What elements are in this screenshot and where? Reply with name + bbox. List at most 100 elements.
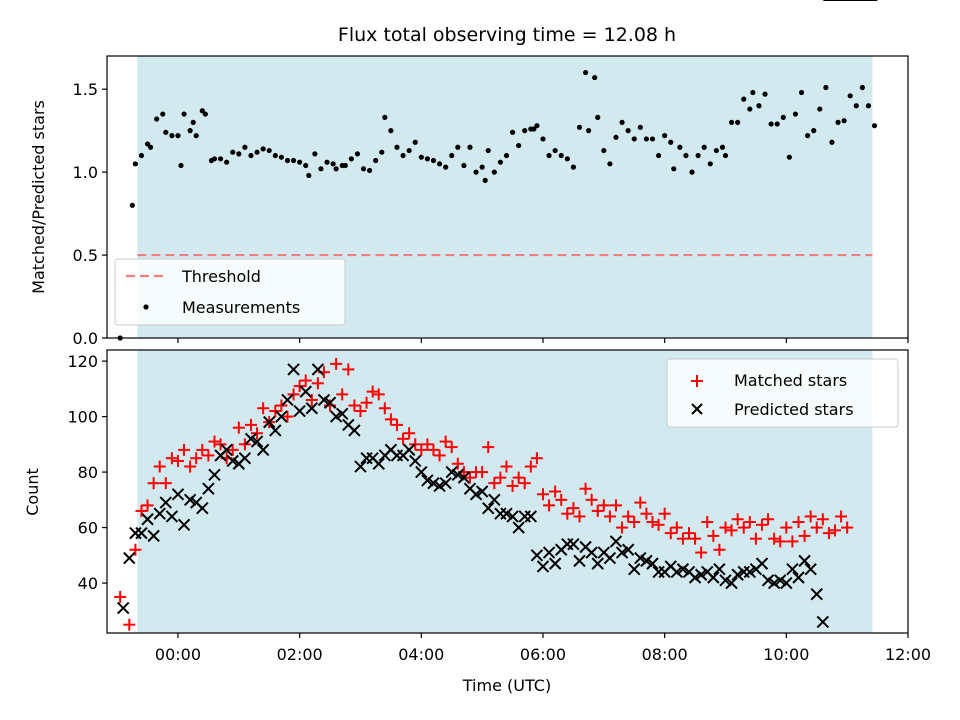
measurement-point [741,96,747,102]
matched-star-point [749,532,762,545]
measurement-point [811,128,817,134]
predicted-star-point [530,549,544,562]
measurement-point [278,154,284,160]
y-tick-label: 40 [78,574,98,593]
measurement-point [324,159,330,165]
matched-star-point [828,524,841,537]
measurement-point [558,152,564,159]
predicted-star-point [725,576,738,590]
predicted-star-point [634,551,647,565]
measurement-point [236,151,242,157]
matched-star-point [561,507,574,520]
matched-star-point [135,504,148,517]
matched-star-point [500,460,513,473]
matched-star-point [403,427,416,440]
predicted-star-point [694,568,708,581]
matched-star-point [384,413,397,426]
measurement-point [254,149,260,155]
matched-star-point [518,477,531,490]
x-tick-label: 10:00 [763,645,809,664]
matched-star-point [762,513,775,526]
predicted-star-point [621,543,635,556]
predicted-star-point [141,513,154,526]
predicted-star-point [372,457,385,470]
matched-star-point [512,471,525,484]
predicted-star-point [244,432,258,445]
predicted-star-point [123,551,136,565]
measurement-point [780,114,786,120]
matched-star-point [269,405,282,418]
predicted-star-point [409,454,422,468]
predicted-star-point [433,479,446,493]
bottom-y-ticks: 40 60 80 100 120 [67,352,107,593]
measurement-point [509,129,516,135]
measurement-point [735,119,741,125]
matched-star-point [524,460,537,473]
matched-star-point [305,393,318,406]
matched-legend-marker [691,375,703,387]
predicted-star-point [457,471,471,484]
matched-star-point [835,510,848,523]
measurement-point [637,124,643,130]
matched-star-point [676,532,689,545]
measurement-point [211,156,218,162]
measurement-point [394,144,400,150]
measurement-point [160,111,166,117]
measurement-point [683,152,689,159]
y-tick-label: 60 [78,519,98,538]
matched-star-point [366,385,379,398]
predicted-star-point [707,571,720,584]
measurement-point [756,103,762,109]
predicted-star-point [512,521,525,534]
matched-star-point [616,521,629,534]
x-tick-label: 02:00 [277,645,323,664]
predicted-star-point [451,468,465,482]
measurement-point [169,133,175,139]
predicted-star-point [609,535,623,548]
top-x-ticks [177,338,909,343]
measurement-point [722,152,729,159]
matched-star-point [184,460,197,473]
matched-star-point [287,388,300,401]
matched-legend-label: Matched stars [734,371,847,390]
measurement-point [260,146,266,152]
threshold-legend-label: Threshold [181,267,261,286]
predicted-star-point [299,385,312,398]
predicted-star-point [250,435,264,448]
predicted-star-point [670,565,684,579]
matched-star-point [208,435,221,448]
measurement-point [449,152,455,159]
matched-star-point [768,532,781,545]
predicted-star-point [780,576,793,590]
predicted-star-point [153,507,166,520]
predicted-star-point [500,507,513,520]
matched-star-point [573,510,586,523]
predicted-star-point [226,454,239,468]
measurement-point [522,128,528,134]
measurement-point [762,91,768,97]
measurement-point [388,128,394,134]
measurement-point [360,166,367,172]
matched-star-point [640,507,653,520]
matched-star-point [153,460,166,473]
measurement-point [467,144,473,150]
measurement-point [707,161,713,167]
y-tick-label: 0.0 [73,329,98,348]
predicted-star-point [336,407,349,421]
measurement-point [865,103,872,109]
measurement-point [531,126,537,132]
matched-star-point [196,443,209,456]
measurement-point [333,166,339,172]
measurements-legend-marker [143,304,149,310]
measurement-point [479,164,485,170]
matched-star-point [822,527,835,540]
matched-star-point [725,524,738,537]
measurement-point [303,162,309,169]
measurement-point [768,121,774,127]
x-tick-label: 06:00 [520,645,566,664]
y-tick-label: 1.0 [73,163,98,182]
predicted-star-point [603,551,617,565]
predicted-star-point [548,557,562,570]
measurement-point [516,142,522,149]
measurement-point [424,156,430,162]
